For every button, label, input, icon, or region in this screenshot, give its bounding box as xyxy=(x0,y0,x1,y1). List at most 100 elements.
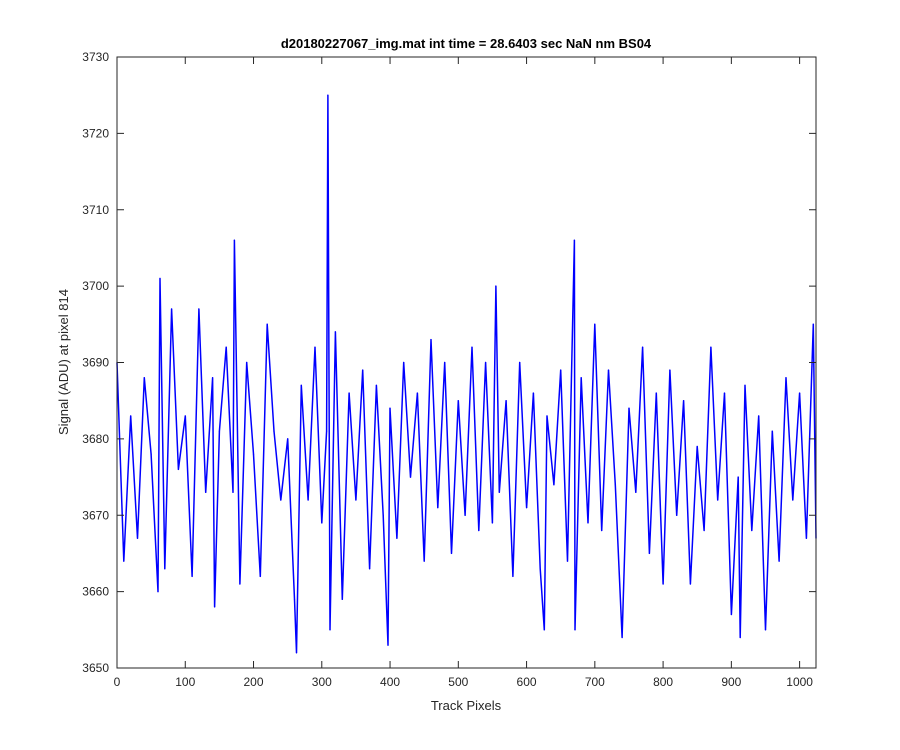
signal-data-point xyxy=(396,537,398,539)
signal-data-point xyxy=(601,529,603,532)
x-tick-label: 300 xyxy=(312,675,332,689)
signal-data-point xyxy=(758,415,760,417)
chart-title: d20180227067_img.mat int time = 28.6403 … xyxy=(281,36,652,51)
signal-data-point xyxy=(635,491,637,493)
signal-data-point xyxy=(717,499,719,501)
signal-data-point xyxy=(648,552,651,555)
signal-data-point xyxy=(526,507,528,509)
signal-data-point xyxy=(355,499,357,501)
signal-data-point xyxy=(293,598,296,600)
series-layer xyxy=(116,94,817,654)
signal-data-point xyxy=(225,346,227,348)
signal-data-point xyxy=(314,346,316,348)
signal-data-point xyxy=(614,484,616,486)
signal-data-point xyxy=(587,522,589,524)
x-tick-label: 1000 xyxy=(786,675,813,689)
signal-data-point xyxy=(689,583,692,585)
signal-data-point xyxy=(423,560,425,562)
signal-data-point xyxy=(177,468,179,470)
signal-data-point xyxy=(730,613,733,616)
x-tick-label: 900 xyxy=(721,675,741,689)
signal-data-point xyxy=(430,339,432,341)
signal-data-point xyxy=(326,430,328,432)
signal-data-point xyxy=(771,430,773,432)
signal-data-point xyxy=(327,94,329,96)
signal-data-point xyxy=(382,514,384,516)
x-tick-label: 200 xyxy=(244,675,264,689)
y-tick-label: 3650 xyxy=(82,661,109,675)
signal-data-point xyxy=(812,323,814,325)
signal-data-point xyxy=(159,277,161,280)
signal-data-point xyxy=(239,583,241,585)
signal-data-point xyxy=(655,392,657,394)
signal-data-point xyxy=(450,552,453,555)
signal-data-point xyxy=(130,415,132,417)
signal-data-point xyxy=(212,377,214,379)
signal-data-point xyxy=(171,308,173,310)
signal-data-point xyxy=(259,575,261,578)
signal-data-point xyxy=(553,484,555,486)
y-axis-label: Signal (ADU) at pixel 814 xyxy=(56,289,71,435)
x-tick-label: 400 xyxy=(380,675,400,689)
signal-data-point xyxy=(505,400,507,402)
signal-data-point xyxy=(143,377,145,379)
signal-data-point xyxy=(739,636,741,639)
signal-data-point xyxy=(580,377,582,379)
signal-data-point xyxy=(491,522,493,524)
signal-data-point xyxy=(464,514,466,516)
signal-data-point xyxy=(287,438,289,440)
x-tick-label: 700 xyxy=(585,675,605,689)
signal-data-point xyxy=(437,507,439,509)
signal-data-point xyxy=(252,453,255,455)
signal-data-point xyxy=(191,575,193,578)
signal-data-point xyxy=(744,384,746,386)
signal-data-point xyxy=(546,415,548,417)
x-tick-label: 100 xyxy=(175,675,195,689)
signal-data-point xyxy=(218,430,220,432)
signal-data-point xyxy=(416,392,418,394)
signal-data-point xyxy=(560,369,562,371)
x-axis-label: Track Pixels xyxy=(431,698,502,713)
signal-data-point xyxy=(792,499,794,501)
signal-data-point xyxy=(348,392,350,394)
signal-data-point xyxy=(369,568,371,570)
signal-data-point xyxy=(764,629,767,631)
signal-data-point xyxy=(150,453,152,455)
signal-data-point xyxy=(136,537,139,539)
signal-data-point xyxy=(594,323,596,325)
signal-data-point xyxy=(246,361,248,364)
signal-data-point xyxy=(300,384,302,386)
signal-data-point xyxy=(512,575,514,578)
x-tick-label: 0 xyxy=(114,675,121,689)
signal-data-point xyxy=(471,346,473,348)
signal-data-point xyxy=(164,568,166,570)
signal-data-point xyxy=(532,392,535,394)
y-tick-label: 3680 xyxy=(82,432,109,446)
signal-data-point xyxy=(495,285,497,287)
y-tick-label: 3730 xyxy=(82,50,109,64)
x-tick-label: 500 xyxy=(448,675,468,689)
signal-data-point xyxy=(457,400,459,402)
signal-data-point xyxy=(307,499,309,501)
y-tick-label: 3700 xyxy=(82,279,109,293)
signal-data-point xyxy=(669,369,671,371)
y-tick-label: 3670 xyxy=(82,508,109,522)
signal-data-point xyxy=(519,361,521,364)
signal-data-point xyxy=(737,476,739,478)
signal-data-point xyxy=(498,491,500,493)
signal-data-point xyxy=(723,392,726,394)
signal-data-point xyxy=(642,346,644,348)
signal-data-point xyxy=(799,392,801,394)
signal-data-point xyxy=(539,568,541,570)
signal-data-point xyxy=(266,323,268,325)
signal-data-point xyxy=(485,361,487,364)
signal-data-point xyxy=(676,514,678,516)
signal-data-point xyxy=(273,430,275,432)
y-tick-label: 3720 xyxy=(82,126,109,140)
signal-data-point xyxy=(375,384,377,386)
signal-data-point xyxy=(387,644,389,646)
signal-data-point xyxy=(703,529,705,532)
signal-data-point xyxy=(710,346,712,348)
y-tick-label: 3690 xyxy=(82,356,109,370)
